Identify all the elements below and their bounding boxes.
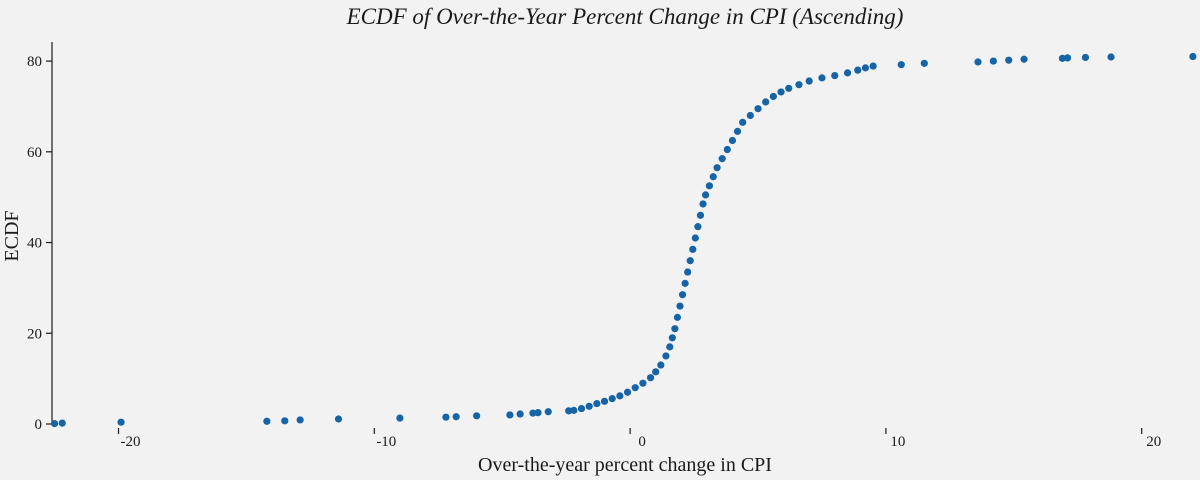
data-point xyxy=(769,92,777,101)
data-point xyxy=(1189,52,1197,61)
data-point xyxy=(506,411,514,419)
data-point xyxy=(691,234,699,242)
data-point xyxy=(713,164,721,172)
data-point xyxy=(50,419,59,428)
x-tick-label: 10 xyxy=(890,434,905,450)
data-point xyxy=(296,416,304,424)
y-axis-label: ECDF xyxy=(1,210,23,261)
data-point xyxy=(762,98,770,106)
y-tick-label: 40 xyxy=(27,236,42,252)
y-tick-label: 20 xyxy=(27,326,42,342)
data-point xyxy=(733,127,742,135)
data-point xyxy=(623,388,632,396)
data-point xyxy=(1005,56,1013,64)
data-point xyxy=(989,57,997,65)
x-tick-label: -20 xyxy=(121,434,141,450)
x-axis-label: Over-the-year percent change in CPI xyxy=(478,454,772,476)
data-point xyxy=(785,84,793,92)
data-point xyxy=(728,136,737,145)
data-point xyxy=(666,343,674,351)
data-point xyxy=(869,62,877,70)
data-point xyxy=(709,173,717,181)
data-point xyxy=(795,81,803,89)
data-point xyxy=(281,417,289,425)
data-point xyxy=(639,379,647,387)
data-point xyxy=(671,325,679,333)
data-point xyxy=(657,361,665,369)
data-point xyxy=(678,291,687,299)
data-point xyxy=(585,402,593,410)
data-point xyxy=(818,74,826,82)
data-point xyxy=(1081,53,1090,62)
data-point xyxy=(686,257,694,265)
y-tick-label: 60 xyxy=(27,145,42,161)
data-point xyxy=(920,59,928,67)
data-point xyxy=(739,118,747,126)
data-point xyxy=(1020,55,1028,63)
data-point xyxy=(570,406,578,414)
data-point xyxy=(684,268,692,276)
data-point xyxy=(723,145,731,154)
data-point xyxy=(668,334,676,342)
data-point xyxy=(662,352,670,360)
chart-title: ECDF of Over-the-Year Percent Change in … xyxy=(346,4,904,29)
data-point xyxy=(58,419,66,427)
data-point xyxy=(396,414,404,422)
data-point xyxy=(681,279,689,287)
data-point xyxy=(652,368,660,376)
data-point xyxy=(600,397,609,405)
y-tick-label: 80 xyxy=(27,54,42,70)
data-point xyxy=(696,211,705,219)
data-point xyxy=(631,384,639,392)
data-point xyxy=(117,418,125,426)
data-point xyxy=(534,409,542,417)
data-point xyxy=(699,200,707,208)
data-point xyxy=(1063,54,1072,62)
data-point xyxy=(334,415,343,423)
data-point xyxy=(694,223,702,231)
data-point xyxy=(897,61,905,69)
data-point xyxy=(616,392,624,400)
data-point xyxy=(263,417,271,425)
data-point xyxy=(701,191,710,199)
data-point xyxy=(442,413,450,421)
data-point xyxy=(608,394,616,403)
data-point xyxy=(843,69,852,77)
y-ticks: 0 20 40 60 80 xyxy=(27,54,52,433)
data-point xyxy=(974,58,982,66)
data-point xyxy=(676,302,684,310)
x-ticks: -20 -10 0 10 20 xyxy=(117,428,1161,450)
data-points xyxy=(50,52,1197,428)
data-point xyxy=(746,111,754,120)
data-point xyxy=(854,66,862,74)
data-point xyxy=(861,64,870,72)
data-point xyxy=(544,408,552,416)
x-tick-label: -10 xyxy=(376,434,396,450)
data-point xyxy=(1107,53,1115,61)
data-point xyxy=(718,155,726,163)
x-tick-label: 20 xyxy=(1146,434,1161,450)
data-point xyxy=(473,412,481,420)
data-point xyxy=(777,88,785,96)
data-point xyxy=(577,404,586,413)
data-point xyxy=(805,77,813,85)
x-tick-label: 0 xyxy=(638,434,646,450)
data-point xyxy=(689,245,697,253)
data-point xyxy=(831,71,839,80)
data-point xyxy=(754,105,762,113)
data-point xyxy=(705,182,714,190)
y-tick-label: 0 xyxy=(35,417,43,433)
data-point xyxy=(673,313,682,321)
data-point xyxy=(516,410,524,418)
data-point xyxy=(593,399,601,408)
data-point xyxy=(452,413,460,421)
data-point xyxy=(646,374,655,382)
